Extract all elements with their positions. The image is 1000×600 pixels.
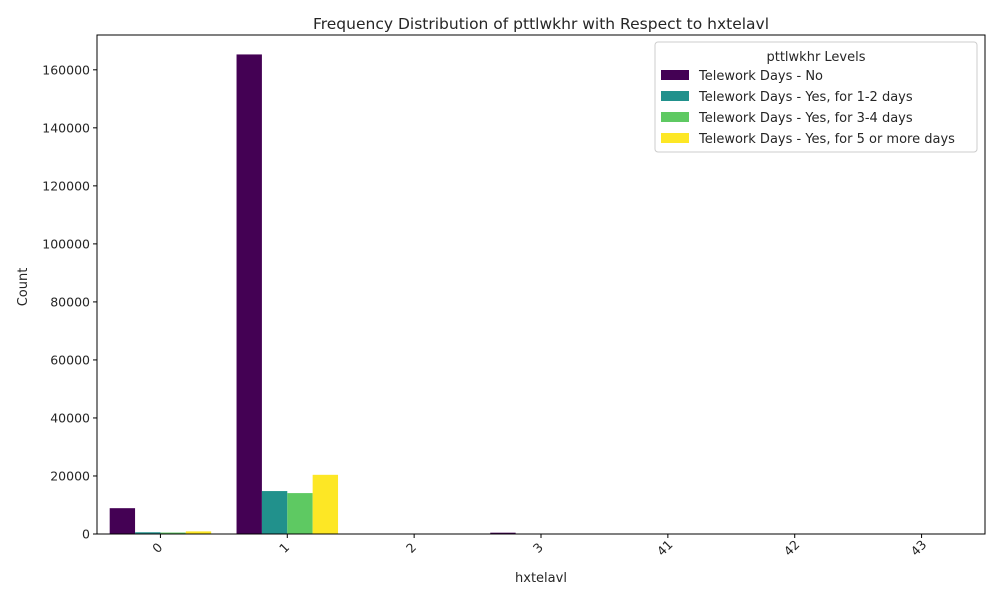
legend-swatch-0 [661,70,689,80]
legend-items: Telework Days - No Telework Days - Yes, f… [661,69,955,147]
chart-title: Frequency Distribution of pttlwkhr with … [313,15,769,33]
legend-swatch-2 [661,112,689,122]
y-tick-label: 100000 [42,236,90,251]
y-tick-label: 140000 [42,120,90,135]
legend-swatch-1 [661,91,689,101]
axes-group: 0 20000 40000 60000 80000 100000 120000 140000 1… [42,34,986,559]
x-tick-label: 43 [907,537,929,559]
y-tick-label: 40000 [50,410,90,425]
bar-series-0-cat-0 [109,508,136,534]
legend-swatch-3 [661,133,689,143]
y-tick-label: 20000 [50,468,90,483]
bar-series-0-cat-3 [490,532,516,534]
legend-label-0: Telework Days - No [698,69,823,84]
y-axis-label: Count [16,268,31,307]
x-tick-label: 3 [530,540,546,556]
x-axis-label: hxtelavl [515,571,567,586]
bar-series-2-cat-0 [160,532,186,534]
bars-group [109,54,516,534]
bar-series-3-cat-1 [312,474,339,534]
x-tick-label: 0 [149,540,165,556]
legend: pttlwkhr Levels Telework Days - NoTelewo… [654,41,978,153]
y-tick-label: 80000 [50,294,90,309]
x-tick-label: 1 [276,540,292,556]
bar-series-1-cat-0 [135,532,161,534]
legend-label-1: Telework Days - Yes, for 1-2 days [698,90,913,105]
y-tick-label: 120000 [42,178,90,193]
legend-title: pttlwkhr Levels [766,50,865,65]
x-tick-label: 2 [403,540,419,556]
x-tick-label: 42 [781,537,803,559]
bar-series-0-cat-1 [236,54,262,534]
legend-label-3: Telework Days - Yes, for 5 or more days [698,132,955,147]
y-tick-label: 0 [82,527,90,542]
legend-frame [654,41,978,153]
bar-series-3-cat-0 [185,531,212,534]
legend-label-2: Telework Days - Yes, for 3-4 days [698,111,913,126]
y-tick-label: 160000 [42,62,90,77]
bar-series-1-cat-1 [261,491,288,534]
x-tick-label: 41 [654,537,676,559]
y-tick-label: 60000 [50,352,90,367]
bar-series-2-cat-1 [287,493,313,534]
